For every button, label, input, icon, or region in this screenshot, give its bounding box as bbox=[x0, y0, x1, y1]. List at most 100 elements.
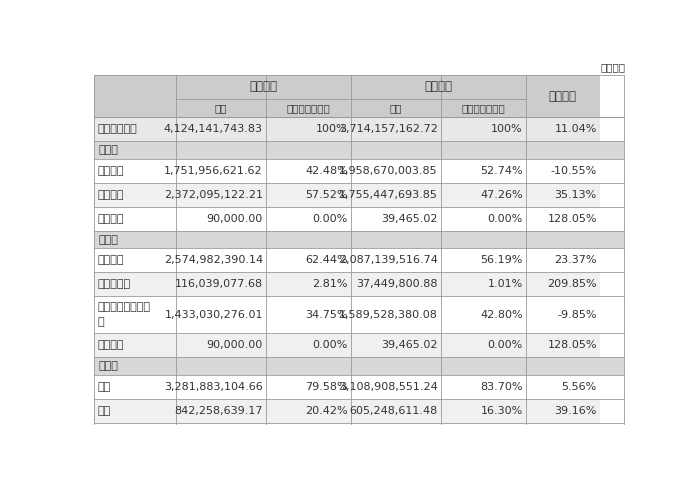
Text: 分地区: 分地区 bbox=[98, 361, 118, 371]
Bar bbox=[266, 183, 351, 207]
Bar bbox=[266, 207, 351, 231]
Bar bbox=[94, 159, 176, 183]
Text: -9.85%: -9.85% bbox=[557, 310, 597, 320]
Bar bbox=[441, 399, 526, 423]
Text: 金额: 金额 bbox=[215, 103, 228, 113]
Text: 3,281,883,104.66: 3,281,883,104.66 bbox=[164, 382, 263, 392]
Text: 本报告期: 本报告期 bbox=[249, 80, 277, 93]
Bar bbox=[266, 333, 351, 357]
Bar bbox=[351, 248, 441, 272]
Bar bbox=[526, 375, 600, 399]
Bar bbox=[526, 272, 600, 297]
Bar bbox=[94, 207, 176, 231]
Bar bbox=[266, 297, 351, 333]
Text: 4,124,141,743.83: 4,124,141,743.83 bbox=[164, 124, 263, 134]
Bar bbox=[441, 272, 526, 297]
Bar bbox=[526, 75, 600, 117]
Bar bbox=[441, 99, 526, 117]
Bar bbox=[266, 159, 351, 183]
Text: 35.13%: 35.13% bbox=[554, 190, 597, 200]
Text: 产品销售: 产品销售 bbox=[97, 256, 124, 266]
Bar bbox=[351, 75, 526, 99]
Bar bbox=[266, 399, 351, 423]
Bar bbox=[266, 375, 351, 399]
Bar bbox=[441, 207, 526, 231]
Bar bbox=[526, 333, 600, 357]
Text: 3,108,908,551.24: 3,108,908,551.24 bbox=[339, 382, 438, 392]
Text: 5.56%: 5.56% bbox=[561, 382, 597, 392]
Text: 90,000.00: 90,000.00 bbox=[206, 214, 263, 224]
Bar bbox=[176, 399, 266, 423]
Text: 39,465.02: 39,465.02 bbox=[382, 340, 438, 350]
Bar bbox=[441, 248, 526, 272]
Text: 52.74%: 52.74% bbox=[480, 166, 523, 176]
Text: 其他业务: 其他业务 bbox=[97, 340, 124, 350]
Text: 务: 务 bbox=[97, 317, 104, 327]
Text: 605,248,611.48: 605,248,611.48 bbox=[349, 406, 438, 416]
Text: 56.19%: 56.19% bbox=[480, 256, 523, 266]
Bar bbox=[94, 399, 176, 423]
Bar bbox=[176, 297, 266, 333]
Bar bbox=[176, 75, 351, 99]
Bar bbox=[176, 183, 266, 207]
Text: 128.05%: 128.05% bbox=[547, 214, 597, 224]
Text: 分行业: 分行业 bbox=[98, 145, 118, 155]
Text: 境外: 境外 bbox=[97, 406, 111, 416]
Text: 2,087,139,516.74: 2,087,139,516.74 bbox=[339, 256, 438, 266]
Text: 0.00%: 0.00% bbox=[487, 214, 523, 224]
Text: 842,258,639.17: 842,258,639.17 bbox=[174, 406, 263, 416]
Text: 1,589,528,380.08: 1,589,528,380.08 bbox=[339, 310, 438, 320]
Text: 23.37%: 23.37% bbox=[554, 256, 597, 266]
Bar bbox=[266, 99, 351, 117]
Bar bbox=[94, 297, 176, 333]
Bar bbox=[94, 272, 176, 297]
Bar bbox=[526, 399, 600, 423]
Text: 3,714,157,162.72: 3,714,157,162.72 bbox=[339, 124, 438, 134]
Bar bbox=[94, 248, 176, 272]
Text: 0.00%: 0.00% bbox=[312, 340, 348, 350]
Text: 境内: 境内 bbox=[97, 382, 111, 392]
Bar bbox=[176, 333, 266, 357]
Text: 16.30%: 16.30% bbox=[480, 406, 523, 416]
Bar bbox=[351, 183, 441, 207]
Bar bbox=[441, 183, 526, 207]
Bar bbox=[351, 117, 441, 141]
Bar bbox=[441, 333, 526, 357]
Bar bbox=[176, 248, 266, 272]
Text: 2,574,982,390.14: 2,574,982,390.14 bbox=[164, 256, 263, 266]
Bar bbox=[94, 375, 176, 399]
Bar bbox=[441, 159, 526, 183]
Text: 2.81%: 2.81% bbox=[312, 280, 348, 289]
Text: 解决方案及增值服: 解决方案及增值服 bbox=[97, 302, 150, 313]
Bar bbox=[266, 272, 351, 297]
Text: 116,039,077.68: 116,039,077.68 bbox=[175, 280, 263, 289]
Bar bbox=[351, 207, 441, 231]
Bar bbox=[526, 207, 600, 231]
Bar bbox=[94, 141, 624, 159]
Bar bbox=[351, 399, 441, 423]
Text: 11.04%: 11.04% bbox=[554, 124, 597, 134]
Text: 34.75%: 34.75% bbox=[305, 310, 348, 320]
Bar bbox=[351, 272, 441, 297]
Text: 分产品: 分产品 bbox=[98, 235, 118, 245]
Text: 1,755,447,693.85: 1,755,447,693.85 bbox=[339, 190, 438, 200]
Bar bbox=[526, 297, 600, 333]
Text: 47.26%: 47.26% bbox=[480, 190, 523, 200]
Text: 0.00%: 0.00% bbox=[487, 340, 523, 350]
Bar bbox=[351, 375, 441, 399]
Text: 42.80%: 42.80% bbox=[480, 310, 523, 320]
Bar bbox=[351, 333, 441, 357]
Text: 智能物联: 智能物联 bbox=[97, 190, 124, 200]
Text: 20.42%: 20.42% bbox=[305, 406, 348, 416]
Text: 金额: 金额 bbox=[390, 103, 402, 113]
Text: 62.44%: 62.44% bbox=[305, 256, 348, 266]
Bar bbox=[266, 117, 351, 141]
Bar bbox=[351, 99, 441, 117]
Text: 209.85%: 209.85% bbox=[547, 280, 597, 289]
Text: 128.05%: 128.05% bbox=[547, 340, 597, 350]
Text: 占营业收入比重: 占营业收入比重 bbox=[461, 103, 505, 113]
Text: -10.55%: -10.55% bbox=[551, 166, 597, 176]
Bar bbox=[94, 333, 176, 357]
Text: 100%: 100% bbox=[316, 124, 348, 134]
Text: 智慧交通: 智慧交通 bbox=[97, 166, 124, 176]
